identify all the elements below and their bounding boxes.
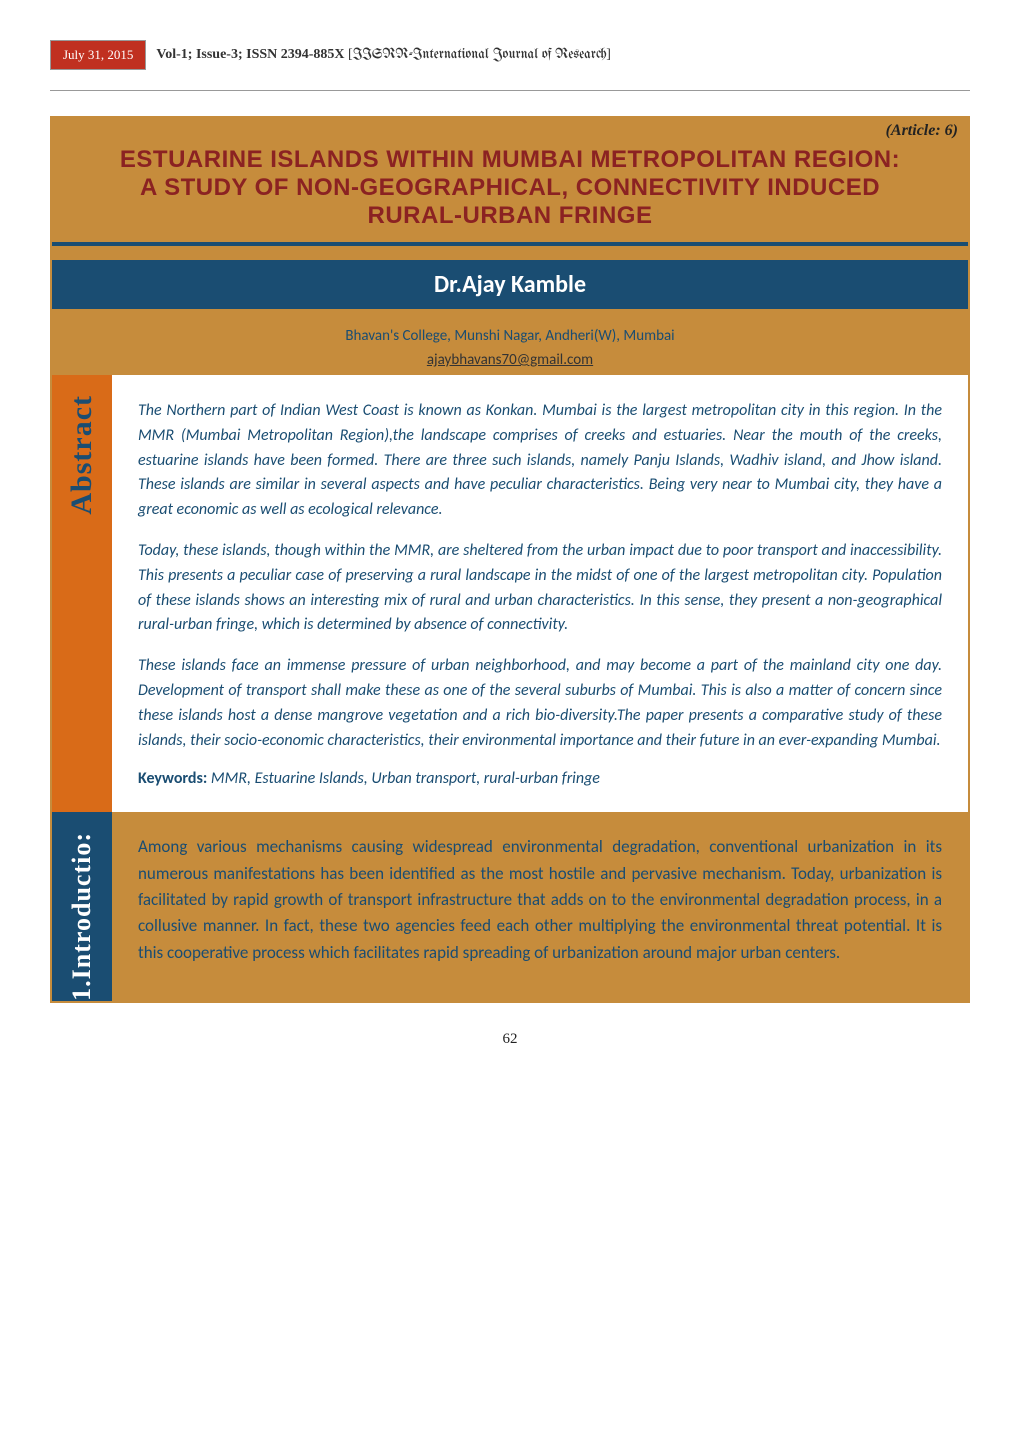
intro-label-text: 1.Introductio: [67, 832, 97, 1001]
abstract-label-text: Abstract [65, 395, 99, 515]
abstract-p2: Today, these islands, though within the … [138, 539, 942, 638]
title-line-2: A study of non-geographical, connectivit… [72, 174, 948, 202]
header-divider [50, 90, 970, 91]
keywords-line: Keywords: MMR, Estuarine Islands, Urban … [138, 769, 942, 788]
title-line-1: Estuarine Islands within Mumbai Metropol… [72, 146, 948, 174]
page-number: 62 [50, 1031, 970, 1048]
journal-name: IISRR-International Journal of Research [353, 47, 607, 62]
keywords-label: Keywords: [138, 769, 207, 788]
article-label-row: (Article: 6) [52, 118, 968, 142]
page-header: July 31, 2015 Vol-1; Issue-3; ISSN 2394-… [50, 40, 970, 70]
intro-p1: Among various mechanisms causing widespr… [138, 834, 942, 966]
title-line-3: Rural-Urban fringe [72, 202, 948, 230]
title-block: Estuarine Islands within Mumbai Metropol… [52, 142, 968, 242]
article-number: (Article: 6) [886, 122, 958, 139]
header-meta: Vol-1; Issue-3; ISSN 2394-885X [IISRR-In… [146, 47, 611, 63]
intro-side-label: 1.Introductio: [52, 812, 112, 1001]
intro-section: 1.Introductio: Among various mechanisms … [52, 812, 968, 1001]
affiliation-text: Bhavan's College, Munshi Nagar, Andheri(… [345, 327, 674, 345]
gold-strip-2 [52, 309, 968, 323]
author-email-link[interactable]: ajaybhavans70@gmail.com [427, 351, 593, 369]
abstract-body: The Northern part of Indian West Coast i… [112, 375, 968, 812]
author-row: Dr.Ajay Kamble [52, 260, 968, 309]
abstract-side-label: Abstract [52, 375, 112, 812]
article-banner: (Article: 6) Estuarine Islands within Mu… [50, 116, 970, 1003]
date-box: July 31, 2015 [50, 40, 146, 70]
email-row: ajaybhavans70@gmail.com [52, 349, 968, 375]
author-name: Dr.Ajay Kamble [434, 270, 586, 299]
volume-issue: Vol-1; Issue-3; ISSN 2394-885X [156, 47, 344, 62]
abstract-p3: These islands face an immense pressure o… [138, 654, 942, 753]
affiliation-row: Bhavan's College, Munshi Nagar, Andheri(… [52, 323, 968, 349]
bracket-close: ] [606, 47, 611, 62]
abstract-section: Abstract The Northern part of Indian Wes… [52, 375, 968, 812]
gold-strip [52, 246, 968, 260]
abstract-p1: The Northern part of Indian West Coast i… [138, 399, 942, 523]
intro-body: Among various mechanisms causing widespr… [112, 812, 968, 1001]
keywords-value: MMR, Estuarine Islands, Urban transport,… [207, 769, 600, 788]
